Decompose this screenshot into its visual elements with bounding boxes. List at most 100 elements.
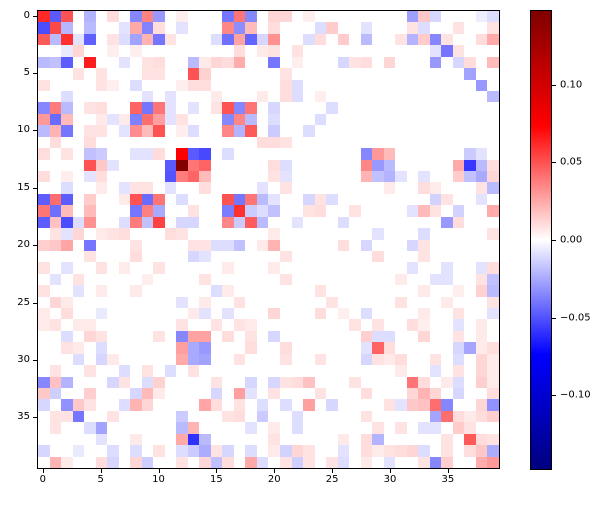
heatmap-cell — [303, 433, 315, 446]
heatmap-cell — [441, 353, 453, 366]
heatmap-cell — [291, 45, 304, 57]
heatmap-cell — [164, 308, 177, 320]
heatmap-cell — [337, 11, 350, 23]
heatmap-cell — [49, 330, 62, 343]
heatmap-cell — [291, 273, 304, 286]
heatmap-cell — [95, 296, 108, 309]
heatmap-cell — [107, 239, 119, 251]
heatmap-cell — [372, 125, 384, 137]
heatmap-cell — [233, 422, 246, 434]
heatmap-cell — [268, 239, 281, 251]
heatmap-cell — [164, 228, 177, 240]
heatmap-cell — [233, 182, 246, 194]
heatmap-cell — [452, 33, 465, 46]
heatmap-cell — [487, 11, 499, 23]
heatmap-cell — [95, 285, 108, 297]
colorbar-tick-label: 0.05 — [560, 156, 583, 168]
heatmap-cell — [464, 239, 476, 251]
heatmap-cell — [233, 342, 246, 354]
heatmap-cell — [38, 365, 50, 377]
heatmap-cell — [487, 102, 499, 114]
heatmap-cell — [84, 170, 96, 183]
heatmap-cell — [107, 113, 119, 126]
heatmap-cell — [475, 68, 488, 80]
heatmap-cell — [210, 433, 223, 446]
heatmap-cell — [429, 273, 442, 286]
heatmap-cell — [187, 68, 200, 80]
heatmap-cell — [233, 11, 246, 23]
heatmap-cell — [487, 308, 499, 320]
heatmap-cell — [210, 193, 223, 206]
heatmap-cell — [452, 45, 465, 57]
heatmap-cell — [95, 33, 108, 46]
heatmap-cell — [95, 342, 108, 354]
heatmap-cell — [233, 445, 246, 457]
heatmap-cell — [210, 273, 223, 286]
heatmap-cell — [406, 170, 419, 183]
heatmap-cell — [429, 376, 442, 389]
heatmap-cell — [38, 296, 50, 309]
heatmap-cell — [222, 56, 234, 69]
heatmap-cell — [233, 56, 246, 69]
heatmap-cell — [337, 22, 350, 34]
heatmap-cell — [360, 113, 373, 126]
heatmap-cell — [280, 182, 292, 194]
heatmap-cell — [210, 228, 223, 240]
heatmap-cell — [360, 250, 373, 263]
heatmap-cell — [164, 399, 177, 411]
heatmap-cell — [303, 216, 315, 229]
heatmap-cell — [61, 399, 73, 411]
heatmap-cell — [187, 136, 200, 149]
heatmap-cell — [49, 136, 62, 149]
heatmap-cell — [487, 193, 499, 206]
heatmap-cell — [268, 193, 281, 206]
heatmap-cell — [164, 102, 177, 114]
heatmap-cell — [199, 68, 211, 80]
heatmap-cell — [475, 11, 488, 23]
heatmap-cell — [256, 239, 269, 251]
heatmap-cell — [187, 90, 200, 103]
heatmap-cell — [199, 182, 211, 194]
heatmap-cell — [153, 445, 165, 457]
heatmap-cell — [245, 22, 257, 34]
heatmap-cell — [337, 205, 350, 217]
y-axis-tick-label: 15 — [17, 181, 30, 193]
heatmap-cell — [187, 113, 200, 126]
heatmap-cell — [395, 148, 407, 160]
heatmap-cell — [95, 45, 108, 57]
heatmap-cell — [61, 285, 73, 297]
heatmap-cell — [245, 342, 257, 354]
heatmap-cell — [487, 205, 499, 217]
heatmap-cell — [153, 365, 165, 377]
heatmap-cell — [130, 285, 142, 297]
heatmap-cell — [314, 45, 327, 57]
heatmap-cell — [372, 68, 384, 80]
heatmap-cell — [487, 250, 499, 263]
heatmap-cell — [314, 353, 327, 366]
heatmap-cell — [418, 250, 430, 263]
heatmap-cell — [441, 273, 453, 286]
heatmap-cell — [49, 250, 62, 263]
heatmap-cell — [464, 56, 476, 69]
heatmap-cell — [49, 68, 62, 80]
heatmap-cell — [268, 410, 281, 423]
heatmap-cell — [49, 342, 62, 354]
heatmap-cell — [303, 113, 315, 126]
heatmap-cell — [199, 136, 211, 149]
heatmap-cell — [107, 68, 119, 80]
heatmap-cell — [268, 68, 281, 80]
heatmap-cell — [349, 330, 361, 343]
heatmap-cell — [118, 319, 131, 331]
heatmap-cell — [233, 239, 246, 251]
heatmap-cell — [233, 205, 246, 217]
x-axis-tick-label: 30 — [383, 474, 397, 485]
heatmap-cell — [291, 216, 304, 229]
heatmap-cell — [176, 285, 188, 297]
heatmap-cell — [95, 456, 108, 468]
heatmap-cell — [429, 250, 442, 263]
heatmap-cell — [268, 353, 281, 366]
heatmap-cell — [280, 136, 292, 149]
heatmap-cell — [487, 262, 499, 274]
heatmap-cell — [268, 285, 281, 297]
heatmap-cell — [141, 296, 154, 309]
